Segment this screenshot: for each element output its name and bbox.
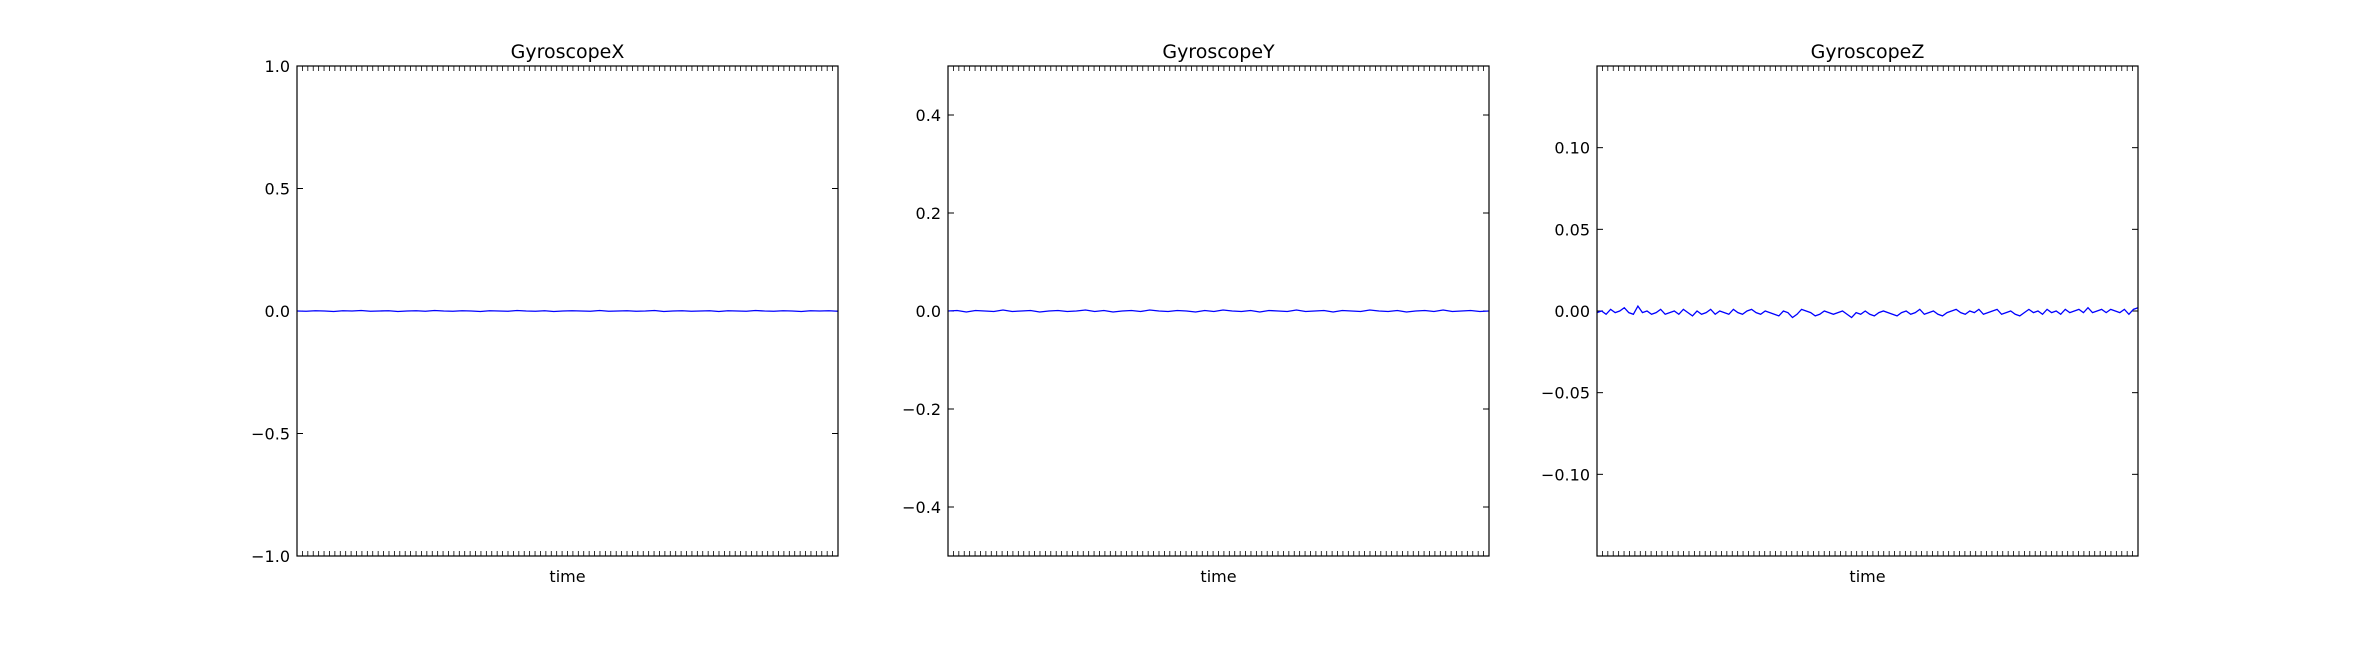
y-tick-label: 0.5 xyxy=(265,180,290,199)
y-tick-label: 0.0 xyxy=(916,302,941,321)
x-axis-label: time xyxy=(1849,567,1885,586)
gyro-series-line xyxy=(1596,304,2139,319)
y-tick-label: −1.0 xyxy=(251,547,290,566)
y-tick-label: 1.0 xyxy=(265,57,290,76)
y-tick-label: 0.05 xyxy=(1554,220,1590,239)
subplot-2: GyroscopeY −0.4 −0.2 0.0 0.2 0.4 time xyxy=(902,41,1490,586)
chart-title: GyroscopeX xyxy=(511,41,625,63)
y-tick-label: 0.0 xyxy=(265,302,290,321)
y-tick-label: 0.2 xyxy=(916,204,941,223)
chart-title: GyroscopeZ xyxy=(1811,41,1925,63)
y-tick-label: 0.00 xyxy=(1554,302,1590,321)
x-axis-label: time xyxy=(549,567,585,586)
gyro-series-line xyxy=(296,309,839,313)
gyro-series-line xyxy=(947,309,1490,313)
chart-title: GyroscopeY xyxy=(1162,41,1275,63)
axes-frame xyxy=(296,65,839,557)
axes-frame xyxy=(947,65,1490,557)
x-axis-label: time xyxy=(1200,567,1236,586)
y-tick-label: 0.4 xyxy=(916,106,941,125)
y-tick-label: −0.05 xyxy=(1541,384,1590,403)
y-tick-label: −0.2 xyxy=(902,400,941,419)
axes-frame xyxy=(1596,65,2139,557)
y-tick-label: −0.10 xyxy=(1541,465,1590,484)
y-tick-label: −0.4 xyxy=(902,498,941,517)
subplot-1: GyroscopeX −1.0 −0.5 0.0 0.5 1.0 time xyxy=(251,41,839,586)
y-tick-label: 0.10 xyxy=(1554,139,1590,158)
subplot-3: GyroscopeZ −0.10 −0.05 0.00 0.05 0.10 time xyxy=(1541,41,2139,586)
y-tick-label: −0.5 xyxy=(251,425,290,444)
